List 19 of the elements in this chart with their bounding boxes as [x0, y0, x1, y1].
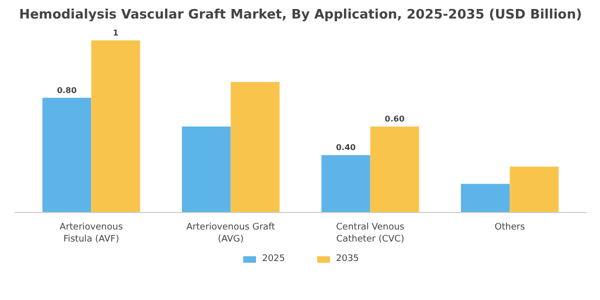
x-tick-label: Others [494, 222, 526, 232]
bar [182, 126, 231, 212]
legend-label: 2035 [336, 254, 359, 264]
x-tick-label: Central Venous Catheter (CVC) [336, 222, 405, 244]
legend-label: 2025 [262, 254, 285, 264]
bar [370, 126, 420, 212]
bar [91, 40, 140, 212]
data-label: 0.60 [384, 114, 405, 124]
chart-title: Hemodialysis Vascular Graft Market, By Application, 2025-2035 (USD Billion) [19, 8, 582, 22]
bar [42, 98, 92, 212]
data-label: 0.80 [56, 86, 78, 95]
bar [460, 184, 510, 212]
bar [230, 82, 280, 212]
data-label: 0.40 [336, 143, 356, 152]
bar [321, 155, 370, 212]
x-tick-label: Arteriovenous Fistula (AVF) [60, 222, 124, 244]
bar [510, 166, 559, 212]
data-label: 1 [112, 28, 119, 38]
x-tick-label: Arteriovenous Graft (AVG) [186, 222, 276, 244]
